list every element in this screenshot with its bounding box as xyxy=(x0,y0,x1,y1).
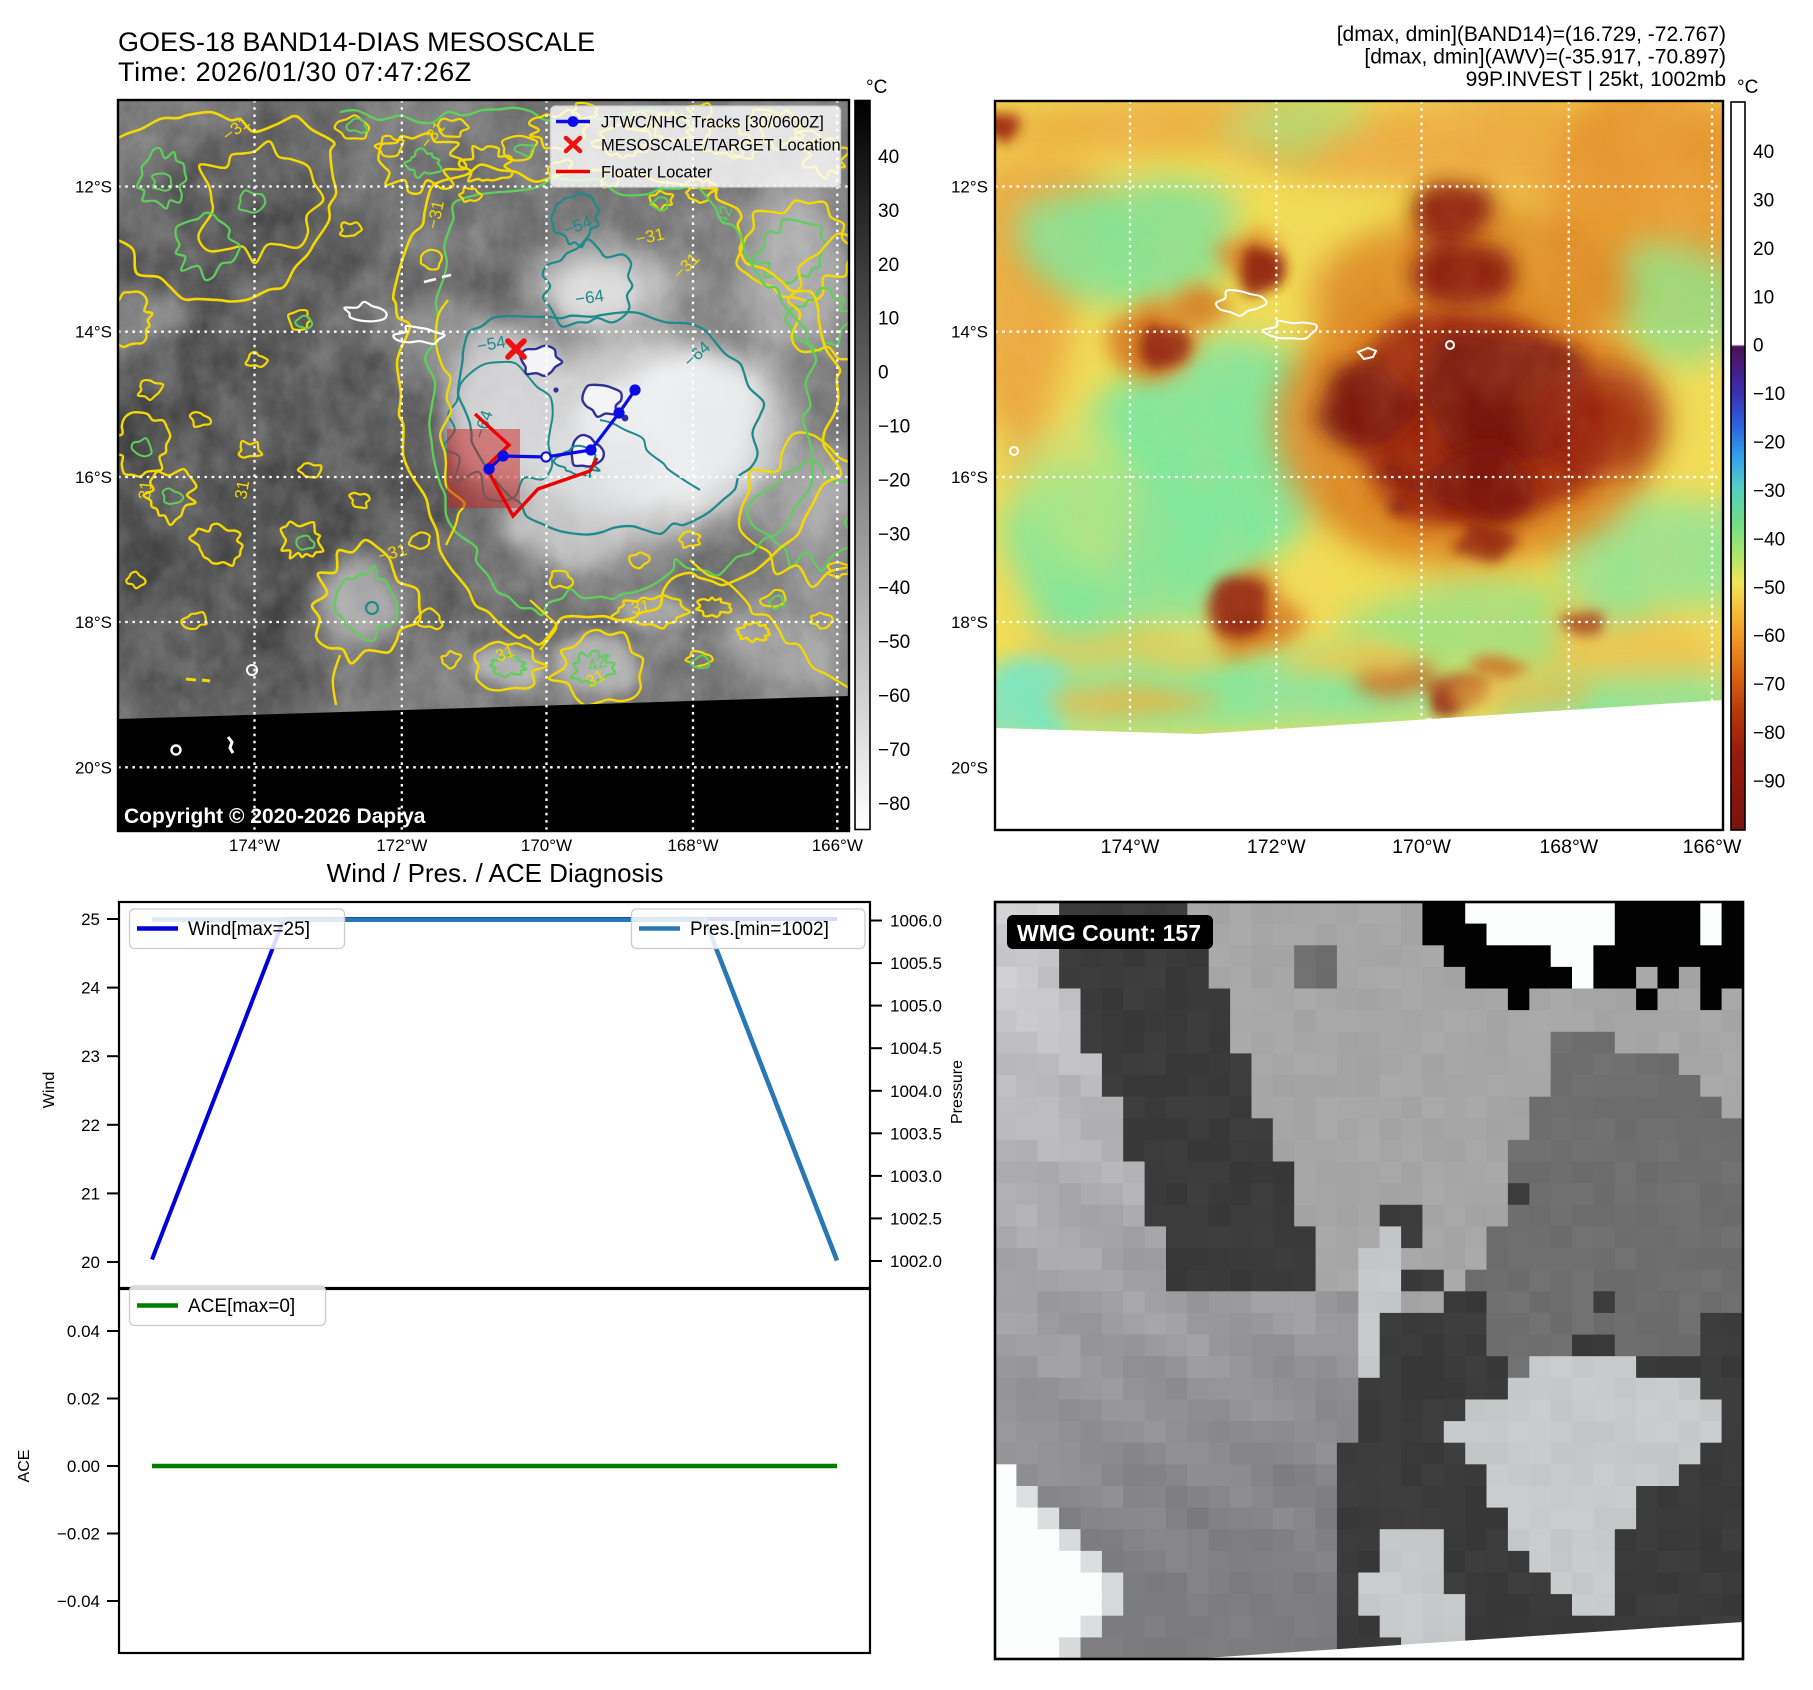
svg-text:0: 0 xyxy=(878,363,889,384)
svg-text:166°W: 166°W xyxy=(812,836,863,855)
svg-text:−60: −60 xyxy=(1753,626,1785,647)
svg-text:−10: −10 xyxy=(1753,384,1785,405)
svg-text:[dmax, dmin](BAND14)=(16.729,: [dmax, dmin](BAND14)=(16.729, -72.767) xyxy=(1337,23,1726,46)
svg-text:174°W: 174°W xyxy=(229,836,280,855)
svg-text:14°S: 14°S xyxy=(75,323,112,342)
svg-text:30: 30 xyxy=(878,201,899,222)
svg-text:16°S: 16°S xyxy=(951,468,988,487)
svg-text:Wind: Wind xyxy=(41,1072,58,1108)
svg-text:31: 31 xyxy=(629,596,651,618)
svg-text:0.04: 0.04 xyxy=(67,1322,100,1341)
svg-text:ACE[max=0]: ACE[max=0] xyxy=(188,1296,295,1317)
svg-text:−20: −20 xyxy=(878,470,910,491)
svg-text:0.02: 0.02 xyxy=(67,1390,100,1409)
svg-text:Time: 2026/01/30 07:47:26Z: Time: 2026/01/30 07:47:26Z xyxy=(118,57,472,87)
svg-text:40: 40 xyxy=(878,147,899,168)
svg-text:1003.0: 1003.0 xyxy=(890,1167,942,1186)
svg-text:30: 30 xyxy=(1753,190,1774,211)
svg-text:−54: −54 xyxy=(475,332,507,356)
svg-text:Wind / Pres. / ACE Diagnosis: Wind / Pres. / ACE Diagnosis xyxy=(327,858,664,888)
svg-text:−20: −20 xyxy=(1753,433,1785,454)
svg-text:23: 23 xyxy=(81,1047,100,1066)
svg-text:Floater Locater: Floater Locater xyxy=(601,164,712,182)
svg-text:−30: −30 xyxy=(878,524,910,545)
svg-text:−40: −40 xyxy=(1753,529,1785,550)
svg-text:1004.0: 1004.0 xyxy=(890,1082,942,1101)
svg-text:12°S: 12°S xyxy=(75,178,112,197)
svg-text:20: 20 xyxy=(878,255,899,276)
svg-text:21: 21 xyxy=(81,1184,100,1203)
svg-text:1005.0: 1005.0 xyxy=(890,997,942,1016)
svg-text:−90: −90 xyxy=(1753,772,1785,793)
svg-text:168°W: 168°W xyxy=(667,836,718,855)
svg-text:−0.04: −0.04 xyxy=(57,1592,100,1611)
svg-text:−60: −60 xyxy=(878,686,910,707)
svg-text:24: 24 xyxy=(81,979,100,998)
svg-text:MESOSCALE/TARGET Location: MESOSCALE/TARGET Location xyxy=(601,137,841,155)
svg-text:1004.5: 1004.5 xyxy=(890,1039,942,1058)
svg-text:10: 10 xyxy=(1753,287,1774,308)
svg-text:14°S: 14°S xyxy=(951,323,988,342)
svg-text:31: 31 xyxy=(135,480,156,501)
svg-text:18°S: 18°S xyxy=(75,613,112,632)
svg-text:−70: −70 xyxy=(1753,675,1785,696)
svg-text:12°S: 12°S xyxy=(951,178,988,197)
svg-text:1002.5: 1002.5 xyxy=(890,1209,942,1228)
svg-text:0: 0 xyxy=(1753,336,1764,357)
svg-text:1002.0: 1002.0 xyxy=(890,1252,942,1271)
svg-text:20°S: 20°S xyxy=(75,758,112,777)
svg-text:172°W: 172°W xyxy=(1247,836,1306,858)
svg-text:40: 40 xyxy=(1753,142,1774,163)
svg-text:0.00: 0.00 xyxy=(67,1457,100,1476)
svg-text:172°W: 172°W xyxy=(376,836,427,855)
svg-text:−50: −50 xyxy=(878,632,910,653)
svg-text:ACE: ACE xyxy=(16,1450,33,1483)
svg-text:WMG Count: 157: WMG Count: 157 xyxy=(1017,920,1201,946)
svg-text:GOES-18 BAND14-DIAS MESOSCALE: GOES-18 BAND14-DIAS MESOSCALE xyxy=(118,27,595,57)
svg-text:168°W: 168°W xyxy=(1539,836,1598,858)
svg-text:16°S: 16°S xyxy=(75,468,112,487)
svg-text:20: 20 xyxy=(1753,239,1774,260)
svg-text:−30: −30 xyxy=(1753,481,1785,502)
svg-text:°C: °C xyxy=(866,77,887,98)
svg-text:−70: −70 xyxy=(878,740,910,761)
svg-text:−50: −50 xyxy=(1753,578,1785,599)
svg-text:170°W: 170°W xyxy=(1392,836,1451,858)
svg-text:99P.INVEST | 25kt, 1002mb: 99P.INVEST | 25kt, 1002mb xyxy=(1466,68,1726,91)
svg-text:−10: −10 xyxy=(878,417,910,438)
svg-text:10: 10 xyxy=(878,309,899,330)
svg-text:1003.5: 1003.5 xyxy=(890,1124,942,1143)
svg-text:[dmax, dmin](AWV)=(-35.917, -7: [dmax, dmin](AWV)=(-35.917, -70.897) xyxy=(1364,46,1726,69)
svg-text:20°S: 20°S xyxy=(951,758,988,777)
svg-text:Pres.[min=1002]: Pres.[min=1002] xyxy=(690,919,829,940)
svg-text:18°S: 18°S xyxy=(951,613,988,632)
svg-text:25: 25 xyxy=(81,910,100,929)
svg-text:−0.02: −0.02 xyxy=(57,1525,100,1544)
svg-text:−64: −64 xyxy=(574,286,605,309)
svg-text:166°W: 166°W xyxy=(1683,836,1742,858)
svg-text:1006.0: 1006.0 xyxy=(890,912,942,931)
svg-text:JTWC/NHC Tracks [30/0600Z]: JTWC/NHC Tracks [30/0600Z] xyxy=(601,114,824,132)
svg-text:20: 20 xyxy=(81,1253,100,1272)
svg-text:−80: −80 xyxy=(1753,723,1785,744)
svg-text:1005.5: 1005.5 xyxy=(890,954,942,973)
svg-text:170°W: 170°W xyxy=(521,836,572,855)
svg-text:22: 22 xyxy=(81,1116,100,1135)
svg-text:Copyright © 2020-2026 Dapiya: Copyright © 2020-2026 Dapiya xyxy=(124,805,426,828)
svg-text:174°W: 174°W xyxy=(1101,836,1160,858)
svg-text:°C: °C xyxy=(1737,77,1758,98)
svg-text:−40: −40 xyxy=(878,578,910,599)
svg-text:−80: −80 xyxy=(878,794,910,815)
svg-text:Pressure: Pressure xyxy=(949,1060,966,1124)
svg-text:Wind[max=25]: Wind[max=25] xyxy=(188,919,310,940)
svg-text:31: 31 xyxy=(231,479,253,501)
